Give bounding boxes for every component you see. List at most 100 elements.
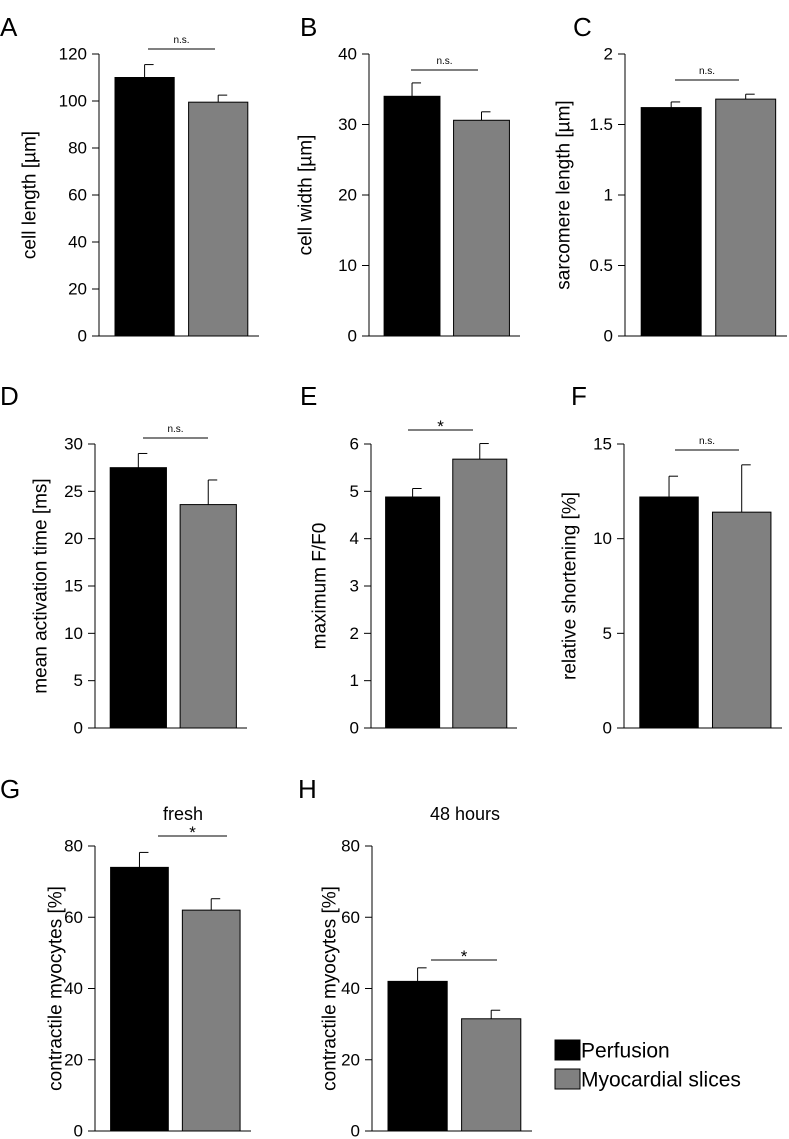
y-tick-label: 0 — [604, 327, 613, 346]
y-axis-label: contractile myocytes [%] — [320, 886, 341, 1091]
y-tick-label: 5 — [74, 671, 83, 690]
y-tick-label: 40 — [68, 233, 87, 252]
y-tick-label: 0 — [350, 719, 359, 738]
y-axis-label: mean activation time [ms] — [31, 478, 52, 693]
bar-perfusion — [114, 77, 175, 337]
significance-label: * — [437, 417, 444, 436]
y-tick-label: 30 — [64, 435, 83, 454]
significance-label: * — [189, 823, 196, 842]
bar-myocardial-slices — [188, 101, 249, 337]
y-axis-label: contractile myocytes [%] — [46, 886, 67, 1091]
bar-myocardial-slices — [181, 909, 241, 1132]
y-tick-label: 1 — [350, 671, 359, 690]
significance-label: n.s. — [173, 35, 189, 46]
significance-label: n.s. — [167, 424, 183, 435]
y-tick-label: 10 — [593, 529, 612, 548]
significance-label: * — [461, 947, 468, 966]
y-tick-label: 120 — [59, 45, 87, 64]
bar-myocardial-slices — [453, 119, 510, 337]
legend-swatch-myocardial-slices — [554, 1068, 581, 1090]
y-tick-label: 5 — [350, 482, 359, 501]
y-tick-label: 1.5 — [589, 115, 613, 134]
panel-letter: G — [0, 774, 20, 804]
y-tick-label: 4 — [350, 529, 359, 548]
y-tick-label: 0 — [348, 327, 357, 346]
y-tick-label: 80 — [64, 837, 83, 856]
bar-perfusion — [387, 980, 448, 1132]
legend-label-perfusion: Perfusion — [581, 1040, 670, 1063]
significance-label: n.s. — [699, 436, 715, 447]
y-tick-label: 2 — [350, 624, 359, 643]
y-tick-label: 60 — [64, 908, 83, 927]
panel-title: 48 hours — [430, 804, 500, 824]
panel-letter: E — [300, 381, 317, 411]
legend: Perfusion Myocardial slices — [554, 1039, 741, 1092]
y-tick-label: 30 — [338, 115, 357, 134]
y-tick-label: 0 — [603, 719, 612, 738]
y-tick-label: 1 — [604, 186, 613, 205]
panel-letter: B — [300, 12, 317, 42]
y-tick-label: 2 — [604, 45, 613, 64]
bar-perfusion — [110, 866, 169, 1132]
y-tick-label: 20 — [64, 529, 83, 548]
y-tick-label: 60 — [68, 186, 87, 205]
bar-myocardial-slices — [711, 511, 772, 729]
panel-letter: A — [0, 12, 18, 42]
bar-myocardial-slices — [452, 458, 508, 729]
y-tick-label: 20 — [338, 186, 357, 205]
panel-letter: F — [571, 381, 587, 411]
y-tick-label: 40 — [64, 979, 83, 998]
y-tick-label: 100 — [59, 92, 87, 111]
y-tick-label: 60 — [341, 908, 360, 927]
y-tick-label: 80 — [68, 139, 87, 158]
y-tick-label: 0.5 — [589, 256, 613, 275]
y-axis-label: cell length [µm] — [20, 131, 41, 259]
y-tick-label: 0 — [351, 1122, 360, 1139]
legend-label-myocardial-slices: Myocardial slices — [581, 1069, 741, 1092]
bar-myocardial-slices — [461, 1018, 522, 1132]
significance-label: n.s. — [436, 56, 452, 67]
y-tick-label: 80 — [341, 837, 360, 856]
y-tick-label: 5 — [603, 624, 612, 643]
bar-perfusion — [640, 107, 702, 337]
y-tick-label: 0 — [74, 719, 83, 738]
y-tick-label: 20 — [64, 1050, 83, 1069]
y-tick-label: 3 — [350, 577, 359, 596]
panel-letter: H — [298, 774, 317, 804]
y-tick-label: 40 — [341, 979, 360, 998]
y-axis-label: maximum F/F0 — [310, 523, 331, 650]
y-axis-label: sarcomere length [µm] — [554, 100, 575, 289]
bar-myocardial-slices — [715, 98, 777, 337]
bar-myocardial-slices — [179, 504, 237, 729]
y-tick-label: 15 — [64, 577, 83, 596]
bar-perfusion — [383, 95, 441, 337]
significance-label: n.s. — [699, 66, 715, 77]
y-tick-label: 20 — [68, 280, 87, 299]
panel-letter: C — [573, 12, 592, 42]
y-tick-label: 10 — [338, 256, 357, 275]
legend-swatch-perfusion — [554, 1039, 581, 1061]
panel-title: fresh — [163, 804, 203, 824]
y-tick-label: 10 — [64, 624, 83, 643]
y-axis-label: relative shortening [%] — [560, 492, 581, 680]
y-tick-label: 15 — [593, 435, 612, 454]
y-tick-label: 0 — [74, 1122, 83, 1139]
panel-letter: D — [0, 381, 19, 411]
y-tick-label: 0 — [78, 327, 87, 346]
bar-perfusion — [385, 496, 441, 729]
bar-perfusion — [109, 467, 167, 729]
bar-perfusion — [639, 496, 699, 729]
panel-h: H 48 hours contractile myocytes [%] 0 20 40 60… — [298, 774, 532, 1139]
y-tick-label: 6 — [350, 435, 359, 454]
y-tick-label: 25 — [64, 482, 83, 501]
y-axis-label: cell width [µm] — [296, 135, 317, 256]
y-tick-label: 40 — [338, 45, 357, 64]
